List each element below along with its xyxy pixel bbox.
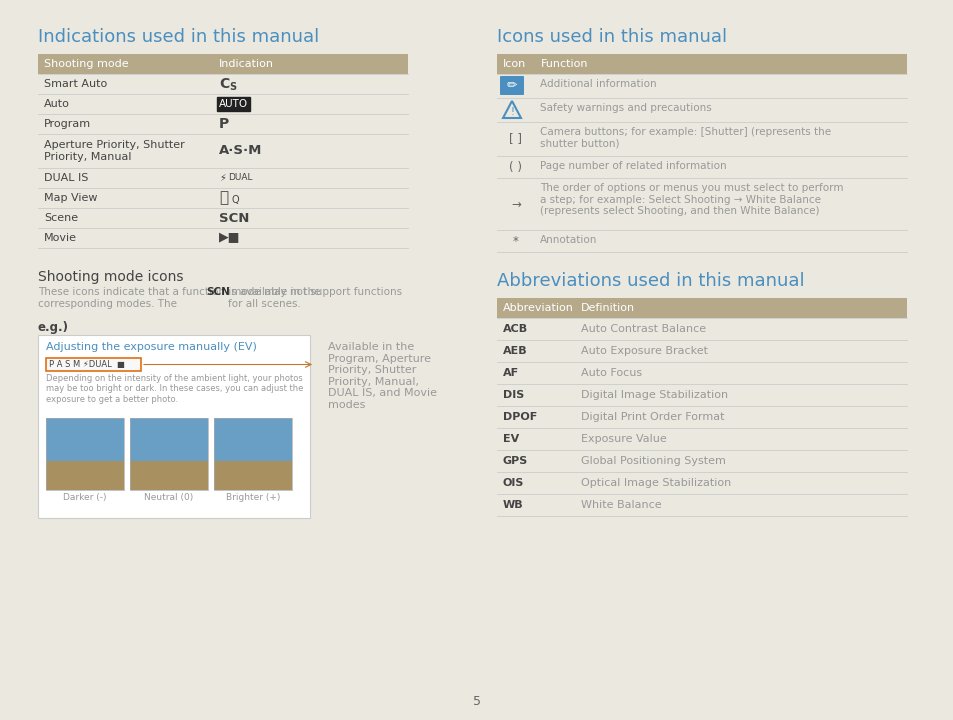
Text: Adjusting the exposure manually (EV): Adjusting the exposure manually (EV) bbox=[46, 342, 256, 352]
Text: Program: Program bbox=[44, 119, 91, 129]
Text: Digital Image Stabilization: Digital Image Stabilization bbox=[580, 390, 727, 400]
Text: C: C bbox=[219, 77, 229, 91]
Text: ( ): ( ) bbox=[509, 161, 522, 174]
Bar bbox=[46, 418, 124, 490]
Bar bbox=[38, 54, 408, 74]
Text: DUAL IS: DUAL IS bbox=[44, 173, 89, 183]
Text: ▶■: ▶■ bbox=[219, 232, 240, 245]
Text: Map View: Map View bbox=[44, 193, 97, 203]
Text: DUAL: DUAL bbox=[228, 174, 253, 182]
Text: EV: EV bbox=[502, 434, 518, 444]
Text: ACB: ACB bbox=[502, 324, 528, 334]
Text: Shooting mode: Shooting mode bbox=[44, 59, 129, 69]
Text: Auto Exposure Bracket: Auto Exposure Bracket bbox=[580, 346, 707, 356]
Text: Indication: Indication bbox=[219, 59, 274, 69]
Text: GPS: GPS bbox=[502, 456, 528, 466]
Text: DIS: DIS bbox=[502, 390, 524, 400]
Text: Brighter (+): Brighter (+) bbox=[226, 493, 280, 502]
Text: SCN: SCN bbox=[206, 287, 230, 297]
Text: !: ! bbox=[510, 107, 514, 117]
Text: DPOF: DPOF bbox=[502, 412, 537, 422]
Text: Auto: Auto bbox=[44, 99, 70, 109]
Text: →: → bbox=[511, 197, 520, 210]
Text: OIS: OIS bbox=[502, 478, 524, 488]
Text: AF: AF bbox=[502, 368, 518, 378]
Text: Additional information: Additional information bbox=[539, 79, 656, 89]
Text: [ ]: [ ] bbox=[509, 132, 522, 145]
Text: Safety warnings and precautions: Safety warnings and precautions bbox=[539, 103, 711, 113]
Text: ⚡: ⚡ bbox=[219, 173, 226, 183]
Text: White Balance: White Balance bbox=[580, 500, 661, 510]
Text: Smart Auto: Smart Auto bbox=[44, 79, 107, 89]
Text: These icons indicate that a function is available in the
corresponding modes. Th: These icons indicate that a function is … bbox=[38, 287, 320, 309]
Text: Neutral (0): Neutral (0) bbox=[144, 493, 193, 502]
Text: Icon: Icon bbox=[502, 59, 526, 69]
Bar bbox=[46, 418, 124, 462]
Text: e.g.): e.g.) bbox=[38, 321, 69, 334]
Bar bbox=[130, 418, 208, 490]
Text: SCN: SCN bbox=[219, 212, 249, 225]
Bar bbox=[46, 358, 141, 371]
Text: Auto Contrast Balance: Auto Contrast Balance bbox=[580, 324, 705, 334]
Text: Depending on the intensity of the ambient light, your photos
may be too bright o: Depending on the intensity of the ambien… bbox=[46, 374, 303, 404]
Text: The order of options or menus you must select to perform
a step; for example: Se: The order of options or menus you must s… bbox=[539, 183, 842, 216]
Text: Aperture Priority, Shutter
Priority, Manual: Aperture Priority, Shutter Priority, Man… bbox=[44, 140, 185, 162]
Text: Definition: Definition bbox=[580, 303, 635, 313]
Bar bbox=[130, 418, 208, 462]
Bar bbox=[130, 462, 208, 490]
Text: ⌖: ⌖ bbox=[219, 191, 228, 205]
Text: Abbreviation: Abbreviation bbox=[502, 303, 574, 313]
Text: A·S·M: A·S·M bbox=[219, 145, 262, 158]
Text: Annotation: Annotation bbox=[539, 235, 597, 245]
Text: Darker (-): Darker (-) bbox=[63, 493, 107, 502]
Text: AEB: AEB bbox=[502, 346, 527, 356]
Text: AUTO: AUTO bbox=[219, 99, 248, 109]
Text: Exposure Value: Exposure Value bbox=[580, 434, 666, 444]
Text: Page number of related information: Page number of related information bbox=[539, 161, 726, 171]
Text: Auto Focus: Auto Focus bbox=[580, 368, 641, 378]
Bar bbox=[213, 418, 292, 462]
Bar bbox=[46, 462, 124, 490]
Text: Camera buttons; for example: [Shutter] (represents the
shutter button): Camera buttons; for example: [Shutter] (… bbox=[539, 127, 830, 148]
Bar bbox=[213, 462, 292, 490]
Text: Optical Image Stabilization: Optical Image Stabilization bbox=[580, 478, 731, 488]
Text: P A S M ⚡DUAL  ■: P A S M ⚡DUAL ■ bbox=[49, 360, 125, 369]
FancyBboxPatch shape bbox=[499, 76, 523, 95]
Text: Abbreviations used in this manual: Abbreviations used in this manual bbox=[497, 272, 803, 290]
Text: P: P bbox=[219, 117, 229, 131]
Text: Scene: Scene bbox=[44, 213, 78, 223]
Text: Q: Q bbox=[232, 195, 239, 205]
Bar bbox=[213, 418, 292, 490]
Text: Global Positioning System: Global Positioning System bbox=[580, 456, 725, 466]
Text: S: S bbox=[229, 82, 236, 92]
Text: ✏: ✏ bbox=[506, 79, 517, 92]
Bar bbox=[497, 54, 906, 74]
Text: Indications used in this manual: Indications used in this manual bbox=[38, 28, 319, 46]
Text: *: * bbox=[513, 235, 518, 248]
Text: Function: Function bbox=[540, 59, 588, 69]
Text: Digital Print Order Format: Digital Print Order Format bbox=[580, 412, 723, 422]
Text: Available in the
Program, Aperture
Priority, Shutter
Priority, Manual,
DUAL IS, : Available in the Program, Aperture Prior… bbox=[328, 342, 436, 410]
Text: Movie: Movie bbox=[44, 233, 77, 243]
Text: Icons used in this manual: Icons used in this manual bbox=[497, 28, 726, 46]
Text: Shooting mode icons: Shooting mode icons bbox=[38, 270, 183, 284]
Text: WB: WB bbox=[502, 500, 523, 510]
Text: 5: 5 bbox=[473, 695, 480, 708]
Bar bbox=[497, 298, 906, 318]
Bar bbox=[38, 335, 310, 518]
Text: mode may not support functions
for all scenes.: mode may not support functions for all s… bbox=[228, 287, 402, 309]
